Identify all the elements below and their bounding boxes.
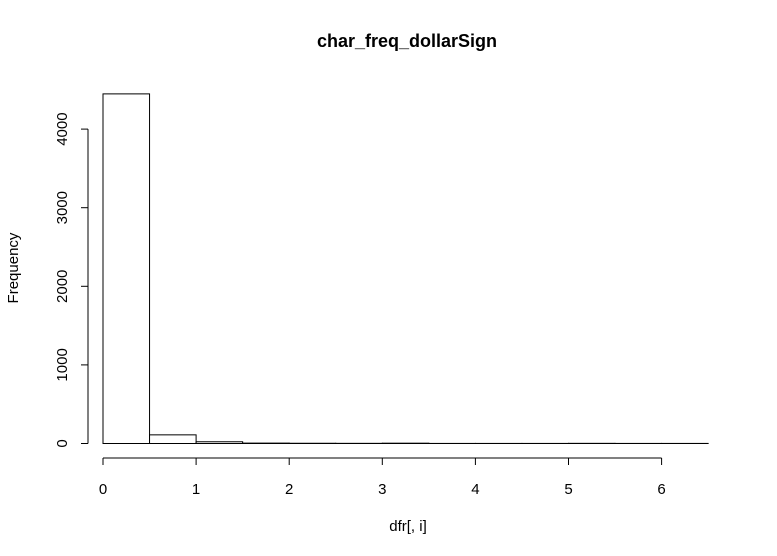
y-tick-label: 3000 <box>54 191 71 224</box>
x-tick-label: 6 <box>657 481 665 498</box>
y-tick-label: 0 <box>54 439 71 447</box>
chart-title: char_freq_dollarSign <box>317 31 497 51</box>
x-tick-label: 1 <box>192 481 200 498</box>
histogram-bar-0 <box>102 93 151 444</box>
histogram-bar-2 <box>195 441 244 445</box>
x-axis-title: dfr[, i] <box>389 518 427 535</box>
x-tick-label: 5 <box>564 481 572 498</box>
y-axis: 0 1000 2000 3000 4000 <box>54 112 89 448</box>
y-tick-label: 2000 <box>54 270 71 303</box>
x-tick-label: 2 <box>285 481 293 498</box>
x-tick-label: 0 <box>99 481 107 498</box>
y-axis-title: Frequency <box>5 232 22 303</box>
x-tick-label: 3 <box>378 481 386 498</box>
y-tick-label: 4000 <box>54 112 71 145</box>
x-tick-label: 4 <box>471 481 479 498</box>
y-tick-label: 1000 <box>54 348 71 381</box>
x-axis: 0 1 2 3 4 5 6 <box>99 457 666 498</box>
histogram-bar-1 <box>149 434 197 445</box>
bars-group <box>102 93 709 445</box>
